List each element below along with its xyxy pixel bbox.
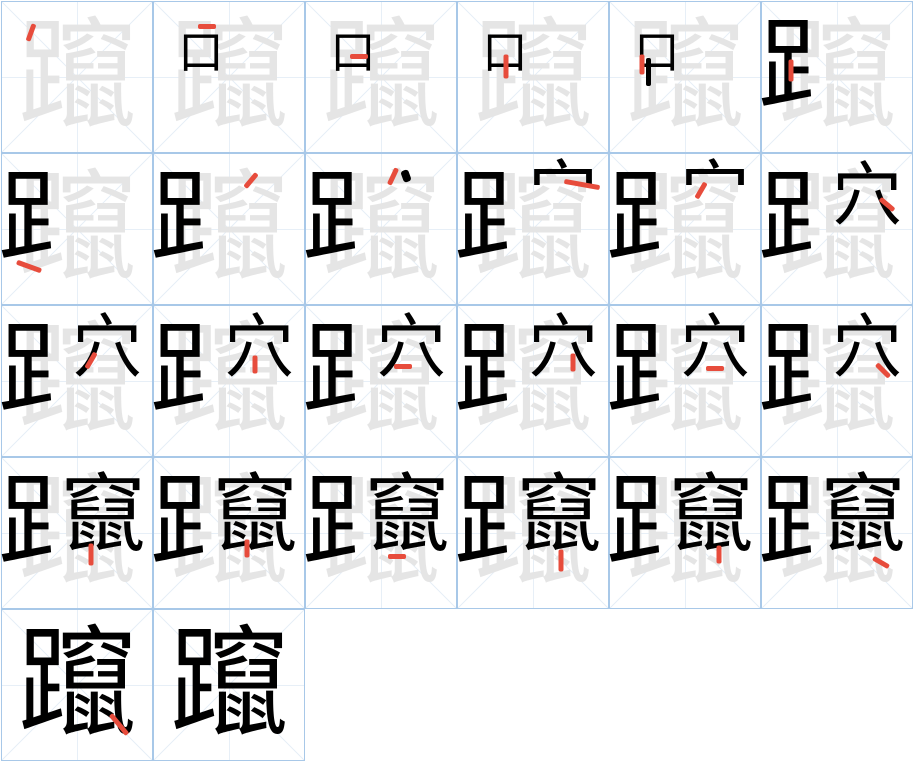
stroke-cell-3: 躥口 [305, 1, 457, 153]
roof-component: 穴 [762, 306, 912, 456]
current-stroke-accent [394, 364, 412, 369]
stroke-cell-26: 躥 [153, 609, 305, 761]
stroke-cell-21: 躥⻊竄 [305, 457, 457, 609]
current-stroke-accent [350, 54, 368, 59]
roof-component: 穴 [762, 154, 912, 304]
current-stroke-accent [198, 24, 216, 29]
stroke-cell-24: 躥⻊竄 [761, 457, 913, 609]
roof-component: 穴 [2, 306, 152, 456]
current-stroke-accent [89, 544, 94, 566]
stroke-cell-4: 躥口 [457, 1, 609, 153]
stroke-cell-13: 躥⻊穴 [1, 305, 153, 457]
stroke-cell-5: 躥口 [609, 1, 761, 153]
roof-component: 穴 [154, 306, 304, 456]
stroke-cell-10: 躥⻊宀 [457, 153, 609, 305]
roof-component: 穴 [458, 306, 608, 456]
right-component: 竄 [762, 458, 912, 608]
built-strokes: 口 [172, 24, 229, 81]
stroke-cell-15: 躥⻊穴 [305, 305, 457, 457]
stroke-cell-9: 躥⻊ [305, 153, 457, 305]
current-stroke-accent [388, 554, 406, 559]
ghost-char: 躥 [2, 2, 152, 152]
current-stroke-accent [559, 550, 564, 572]
empty-cell [457, 609, 609, 761]
stroke-cell-11: 躥⻊宀 [609, 153, 761, 305]
stroke-cell-25: 躥躥 [1, 609, 153, 761]
roof-component: 宀 [610, 154, 760, 304]
extra-stroke [646, 58, 651, 86]
built-strokes: ⻊ [744, 2, 872, 130]
stroke-order-grid: 躥躥口躥口躥口躥口躥⻊躥⻊躥⻊躥⻊躥⻊宀躥⻊宀躥⻊穴躥⻊穴躥⻊穴躥⻊穴躥⻊穴躥⻊… [0, 0, 915, 762]
stroke-cell-14: 躥⻊穴 [153, 305, 305, 457]
roof-component: 穴 [610, 306, 760, 456]
stroke-cell-1: 躥 [1, 1, 153, 153]
built-strokes: 口 [628, 24, 685, 81]
current-stroke-accent [571, 354, 576, 372]
stroke-cell-6: 躥⻊ [761, 1, 913, 153]
built-strokes: ⻊ [136, 154, 264, 282]
stroke-cell-16: 躥⻊穴 [457, 305, 609, 457]
current-stroke-accent [253, 356, 258, 374]
full-char: 躥 [154, 610, 304, 760]
current-stroke-accent [789, 60, 794, 82]
full-char: 躥 [2, 610, 152, 760]
current-stroke-accent [717, 546, 722, 564]
built-strokes: 口 [324, 24, 381, 81]
empty-cell [761, 609, 913, 761]
current-stroke-accent [245, 540, 250, 558]
empty-cell [305, 609, 457, 761]
stroke-cell-23: 躥⻊竄 [609, 457, 761, 609]
stroke-cell-12: 躥⻊穴 [761, 153, 913, 305]
empty-cell [609, 609, 761, 761]
stroke-cell-22: 躥⻊竄 [457, 457, 609, 609]
stroke-cell-2: 躥口 [153, 1, 305, 153]
right-component: 竄 [610, 458, 760, 608]
stroke-cell-17: 躥⻊穴 [609, 305, 761, 457]
stroke-cell-7: 躥⻊ [1, 153, 153, 305]
current-stroke-accent [640, 55, 645, 75]
current-stroke-accent [504, 55, 509, 79]
roof-component: 宀 [458, 154, 608, 304]
stroke-cell-19: 躥⻊竄 [1, 457, 153, 609]
current-stroke-accent [706, 366, 724, 371]
roof-component: 穴 [306, 306, 456, 456]
stroke-cell-18: 躥⻊穴 [761, 305, 913, 457]
stroke-cell-20: 躥⻊竄 [153, 457, 305, 609]
stroke-cell-8: 躥⻊ [153, 153, 305, 305]
